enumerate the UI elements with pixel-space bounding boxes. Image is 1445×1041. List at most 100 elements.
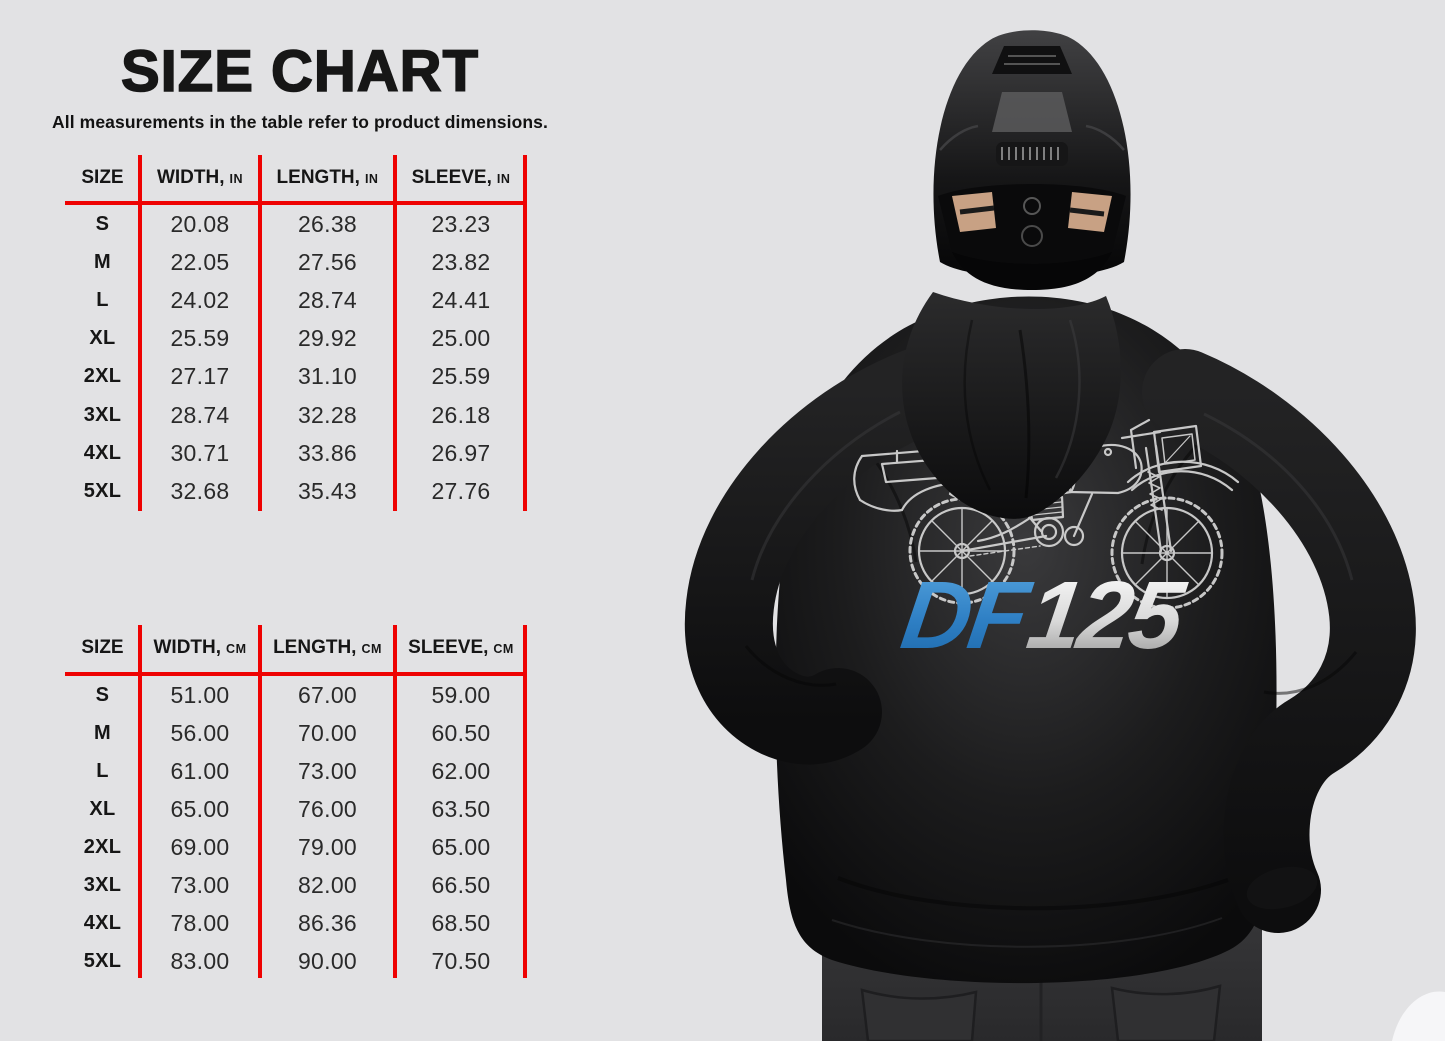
- measurement-value: 79.00: [297, 833, 358, 860]
- measurement-value: 35.43: [297, 477, 358, 504]
- size-label: 4XL: [83, 912, 122, 935]
- measurement-value: 69.00: [170, 833, 230, 860]
- table-row: XL 65.00 76.00 63.50: [65, 790, 527, 828]
- measurement-value: 26.18: [431, 401, 491, 428]
- table-row: S 20.08 26.38 23.23: [65, 205, 527, 243]
- size-table-inches: SIZE WIDTH, IN LENGTH, IN SLEEVE, IN S 20.08…: [65, 155, 527, 511]
- table-row: L 24.02 28.74 24.41: [65, 281, 527, 319]
- measurement-value: 67.00: [297, 681, 358, 708]
- table-divider: [258, 625, 262, 978]
- table-row: 2XL 27.17 31.10 25.59: [65, 358, 527, 396]
- size-label: L: [96, 759, 109, 782]
- size-label: L: [96, 288, 109, 311]
- table-row: 4XL 78.00 86.36 68.50: [65, 905, 527, 943]
- table-divider: [393, 625, 397, 978]
- measurement-value: 60.50: [431, 719, 491, 746]
- measurement-value: 70.50: [431, 948, 491, 975]
- size-label: 3XL: [83, 403, 122, 426]
- column-header: SLEEVE, CM: [408, 637, 514, 658]
- measurement-value: 27.56: [297, 248, 358, 275]
- measurement-value: 26.97: [431, 439, 491, 466]
- measurement-value: 24.02: [170, 286, 230, 313]
- measurement-value: 86.36: [297, 910, 358, 937]
- measurement-value: 33.86: [297, 439, 358, 466]
- measurement-value: 82.00: [297, 872, 358, 899]
- measurement-value: 28.74: [170, 401, 230, 428]
- measurement-value: 23.82: [431, 248, 491, 275]
- column-header: SIZE: [81, 637, 124, 658]
- size-label: XL: [89, 797, 116, 820]
- measurement-value: 83.00: [170, 948, 230, 975]
- table-divider: [523, 155, 527, 511]
- measurement-value: 20.08: [170, 210, 230, 237]
- column-header: SLEEVE, IN: [411, 167, 511, 188]
- svg-text:DF125: DF125: [895, 562, 1191, 668]
- table-row: 2XL 69.00 79.00 65.00: [65, 828, 527, 866]
- table-row: 4XL 30.71 33.86 26.97: [65, 434, 527, 472]
- df125-logo: DF125: [895, 562, 1191, 668]
- measurement-value: 62.00: [431, 757, 491, 784]
- hood: [902, 292, 1121, 519]
- table-divider: [138, 155, 142, 511]
- measurement-value: 31.10: [297, 363, 358, 390]
- table-header: SIZE WIDTH, IN LENGTH, IN SLEEVE, IN: [65, 155, 527, 201]
- measurement-value: 78.00: [170, 910, 230, 937]
- measurement-value: 68.50: [431, 910, 491, 937]
- table-body: S 51.00 67.00 59.00 M 56.00 70.00 60.50 L 61.00 73…: [65, 676, 527, 981]
- column-header: LENGTH, CM: [273, 637, 382, 658]
- measurement-value: 25.59: [431, 363, 491, 390]
- measurement-value: 22.05: [170, 248, 230, 275]
- measurement-value: 73.00: [170, 872, 230, 899]
- size-table-cm: SIZE WIDTH, CM LENGTH, CM SLEEVE, CM S 51.00…: [65, 625, 527, 978]
- measurement-value: 30.71: [170, 439, 230, 466]
- measurement-value: 65.00: [431, 833, 491, 860]
- table-row: 3XL 28.74 32.28 26.18: [65, 396, 527, 434]
- measurement-value: 61.00: [170, 757, 230, 784]
- size-label: 5XL: [83, 950, 122, 973]
- table-divider: [393, 155, 397, 511]
- table-row: M 56.00 70.00 60.50: [65, 714, 527, 752]
- table-divider: [523, 625, 527, 978]
- table-body: S 20.08 26.38 23.23 M 22.05 27.56 23.82 L 24.02 28…: [65, 205, 527, 511]
- measurement-value: 66.50: [431, 872, 491, 899]
- column-header: SIZE: [81, 167, 124, 188]
- size-label: 4XL: [83, 441, 122, 464]
- helmet: [933, 30, 1131, 290]
- table-row: XL 25.59 29.92 25.00: [65, 320, 527, 358]
- size-label: 3XL: [83, 874, 122, 897]
- table-divider: [65, 672, 527, 676]
- table-row: L 61.00 73.00 62.00: [65, 752, 527, 790]
- size-label: 2XL: [83, 365, 122, 388]
- size-label: 5XL: [83, 479, 122, 502]
- measurement-value: 28.74: [297, 286, 358, 313]
- measurement-value: 65.00: [170, 795, 230, 822]
- size-label: S: [95, 683, 110, 706]
- backdrop-corner-highlight: [1392, 991, 1445, 1041]
- table-row: 5XL 83.00 90.00 70.50: [65, 943, 527, 981]
- measurement-value: 63.50: [431, 795, 491, 822]
- right-sleeve: [1142, 349, 1416, 933]
- measurement-value: 24.41: [431, 286, 491, 313]
- product-photo: DF125: [684, 30, 1445, 1041]
- measurement-value: 32.28: [297, 401, 358, 428]
- measurement-value: 73.00: [297, 757, 358, 784]
- table-divider: [258, 155, 262, 511]
- measurement-value: 59.00: [431, 681, 491, 708]
- size-label: M: [94, 250, 111, 273]
- table-row: 3XL 73.00 82.00 66.50: [65, 866, 527, 904]
- measurement-value: 27.17: [170, 363, 230, 390]
- table-row: M 22.05 27.56 23.82: [65, 243, 527, 281]
- measurement-value: 25.59: [170, 325, 230, 352]
- column-header: LENGTH, IN: [276, 167, 379, 188]
- measurement-value: 26.38: [297, 210, 358, 237]
- size-label: S: [95, 212, 110, 235]
- column-header: WIDTH, CM: [153, 637, 247, 658]
- table-divider: [138, 625, 142, 978]
- size-label: 2XL: [83, 835, 122, 858]
- table-divider: [65, 201, 527, 205]
- measurement-value: 32.68: [170, 477, 230, 504]
- measurement-value: 23.23: [431, 210, 491, 237]
- table-row: S 51.00 67.00 59.00: [65, 676, 527, 714]
- size-label: M: [94, 721, 111, 744]
- measurement-value: 25.00: [431, 325, 491, 352]
